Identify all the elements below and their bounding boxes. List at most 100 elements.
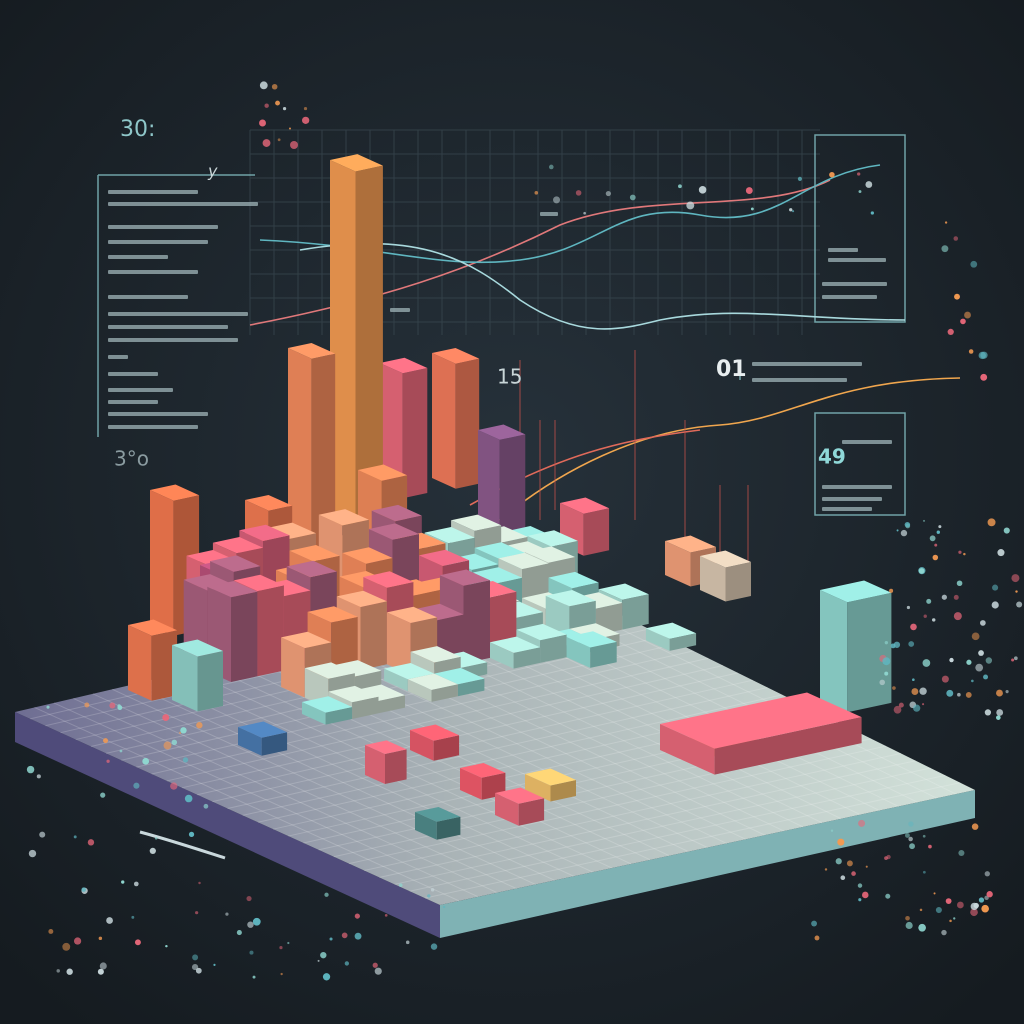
particle xyxy=(958,550,962,554)
particle xyxy=(745,187,753,194)
particle xyxy=(912,678,915,682)
particle xyxy=(857,172,861,176)
block xyxy=(415,807,461,840)
block xyxy=(660,692,862,775)
particle xyxy=(354,913,360,919)
particle xyxy=(956,580,963,587)
particle xyxy=(605,190,611,197)
particle xyxy=(188,831,195,838)
particle xyxy=(430,943,438,950)
particle xyxy=(837,838,845,846)
particle xyxy=(329,937,333,941)
particle xyxy=(893,641,901,648)
particle xyxy=(960,318,966,325)
particle xyxy=(905,921,913,930)
annotation: 15 xyxy=(497,365,522,389)
particle xyxy=(968,349,974,354)
particle xyxy=(971,632,980,641)
block-face xyxy=(660,724,715,775)
block-top xyxy=(363,571,414,588)
block-top xyxy=(371,504,422,522)
block-top xyxy=(525,768,576,786)
block-face xyxy=(431,684,458,702)
particle xyxy=(851,871,856,876)
block-face xyxy=(622,594,649,630)
curve xyxy=(299,242,906,330)
block-face xyxy=(365,745,385,784)
platform-grid-line xyxy=(131,684,555,881)
platform-grid-line xyxy=(227,687,768,809)
block-face xyxy=(407,679,432,702)
block-top xyxy=(212,537,263,554)
particle xyxy=(106,917,113,924)
block-face xyxy=(700,556,726,602)
block-face xyxy=(518,798,545,826)
block xyxy=(380,357,428,499)
block-face xyxy=(495,793,519,826)
block-top xyxy=(331,660,382,677)
particle xyxy=(933,892,936,895)
particle xyxy=(904,521,911,528)
block-face xyxy=(325,707,353,725)
block xyxy=(495,787,545,826)
particle xyxy=(981,904,989,913)
text-line xyxy=(822,507,872,511)
particle xyxy=(996,709,1004,716)
particle xyxy=(992,584,999,591)
block-top xyxy=(439,569,490,586)
block-top xyxy=(474,542,525,559)
particle xyxy=(341,932,348,939)
particle xyxy=(106,759,110,763)
particle xyxy=(929,535,936,542)
text-line xyxy=(108,400,158,404)
block-top xyxy=(210,555,261,572)
block xyxy=(432,348,480,489)
particle xyxy=(198,881,201,885)
particle xyxy=(280,972,283,976)
particle xyxy=(182,757,189,763)
particle xyxy=(918,923,926,932)
particle xyxy=(288,127,291,130)
particle xyxy=(398,883,403,887)
block-top xyxy=(665,535,716,553)
particle xyxy=(932,554,939,561)
block xyxy=(645,622,697,651)
particle xyxy=(830,829,834,832)
particle xyxy=(953,917,956,920)
block-top xyxy=(281,631,332,649)
particle xyxy=(858,898,862,902)
block xyxy=(172,639,223,712)
particle xyxy=(259,119,266,127)
block-top xyxy=(820,580,892,603)
particle xyxy=(935,906,942,914)
panels xyxy=(97,134,906,516)
block-top xyxy=(460,763,506,778)
block-face xyxy=(525,774,551,802)
text-line xyxy=(108,255,168,259)
platform-grid-line xyxy=(212,679,753,803)
text-line xyxy=(752,378,847,382)
particle xyxy=(913,704,921,712)
particle xyxy=(1005,690,1009,694)
placeholder-text xyxy=(108,190,892,511)
particle xyxy=(271,83,278,90)
block-top xyxy=(239,524,290,541)
particle xyxy=(947,328,954,336)
particle xyxy=(900,529,908,537)
particle xyxy=(908,641,915,647)
block-top xyxy=(527,530,578,547)
particle xyxy=(171,739,178,746)
particle xyxy=(970,908,978,917)
particle xyxy=(262,139,271,147)
particle xyxy=(750,207,754,211)
particle xyxy=(904,833,910,838)
block-top xyxy=(432,348,480,364)
particle xyxy=(87,839,95,846)
particle xyxy=(131,915,135,919)
block-top xyxy=(207,581,258,598)
block-top xyxy=(498,552,549,570)
particle xyxy=(846,860,853,867)
particle xyxy=(879,679,886,686)
platform-grid-line xyxy=(112,688,536,885)
right-panel-top xyxy=(814,134,906,323)
